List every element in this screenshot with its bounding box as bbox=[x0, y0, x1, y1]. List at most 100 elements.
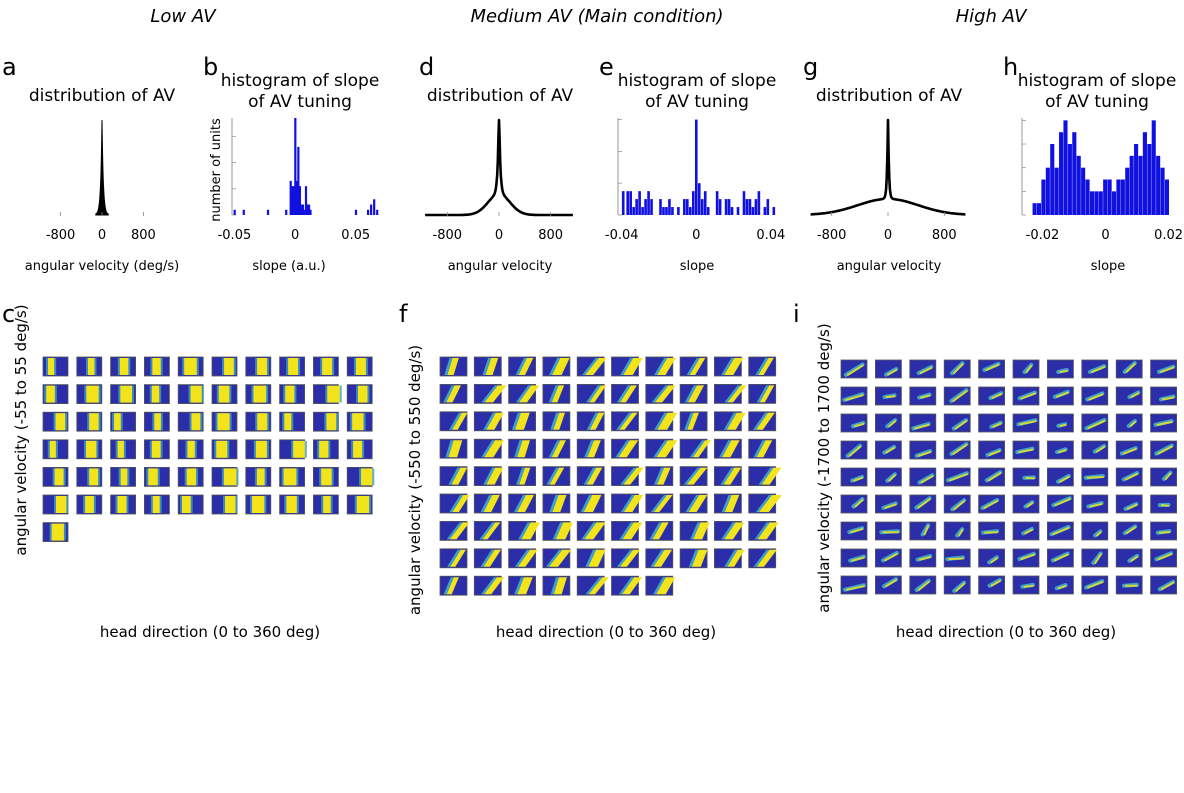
tuning-map bbox=[245, 494, 272, 515]
tuning-band bbox=[548, 549, 572, 567]
tuning-band bbox=[988, 450, 1001, 456]
tuning-map bbox=[312, 466, 339, 487]
histogram-bar bbox=[291, 186, 294, 215]
tuning-map bbox=[1047, 359, 1074, 379]
tuning-map bbox=[875, 494, 902, 514]
tuning-map bbox=[439, 521, 470, 541]
tuning-band bbox=[286, 496, 297, 513]
panel-letter-d: d bbox=[419, 53, 434, 81]
tuning-map bbox=[110, 494, 136, 515]
tuning-map bbox=[875, 521, 902, 541]
tuning-band bbox=[514, 412, 530, 430]
tuning-map bbox=[748, 438, 777, 459]
tuning-band bbox=[652, 522, 669, 540]
tuning-map bbox=[978, 440, 1005, 460]
tuning-band-edge bbox=[518, 522, 531, 540]
tuning-band bbox=[584, 522, 606, 540]
tuning-band bbox=[451, 467, 468, 485]
tuning-map bbox=[542, 575, 571, 596]
panel-letter-a: a bbox=[2, 53, 17, 81]
tuning-band-edge bbox=[619, 522, 634, 540]
tuning-band bbox=[89, 413, 99, 431]
tuning-band bbox=[1130, 392, 1140, 399]
tuning-map bbox=[679, 493, 708, 514]
tuning-map bbox=[143, 356, 170, 377]
histogram-bar bbox=[694, 119, 698, 215]
tuning-band-edge bbox=[654, 412, 668, 430]
histogram-bar bbox=[629, 191, 632, 215]
condition-title-high: High AV bbox=[956, 6, 1029, 27]
tuning-map bbox=[1150, 359, 1177, 379]
histogram-bar bbox=[730, 207, 734, 215]
tuning-band-edge bbox=[448, 467, 461, 485]
tuning-map bbox=[1115, 440, 1143, 460]
tuning-map bbox=[645, 521, 674, 541]
tuning-map bbox=[875, 386, 902, 406]
tuning-band bbox=[120, 468, 128, 486]
histogram-bar bbox=[1032, 203, 1037, 215]
tuning-map bbox=[679, 411, 708, 432]
tuning-band-edge bbox=[514, 440, 523, 458]
tuning-map-background bbox=[875, 467, 902, 487]
tuning-map bbox=[1150, 575, 1177, 595]
tuning-map bbox=[1115, 521, 1143, 541]
tuning-band bbox=[888, 420, 897, 428]
tuning-map bbox=[714, 411, 746, 432]
chart-e: -0.04 0 0.04 bbox=[605, 118, 785, 243]
chart-g-xlabel: angular velocity bbox=[837, 259, 942, 274]
tuning-band bbox=[589, 412, 605, 430]
tuning-map bbox=[840, 494, 868, 514]
tuning-band bbox=[724, 522, 745, 540]
tuning-band bbox=[952, 390, 968, 402]
x-tick-label: 0 bbox=[291, 228, 299, 243]
tuning-map bbox=[439, 411, 468, 432]
tuning-band-edge bbox=[723, 412, 737, 430]
tuning-band-edge bbox=[616, 385, 631, 403]
tuning-map bbox=[177, 494, 204, 515]
histogram-bar bbox=[1054, 167, 1059, 215]
tuning-band-edge bbox=[719, 440, 732, 458]
chart-a-xlabel: angular velocity (deg/s) bbox=[25, 259, 180, 274]
tuning-map bbox=[645, 575, 676, 596]
tuning-map-background bbox=[1047, 413, 1074, 433]
histogram-bar bbox=[635, 199, 638, 215]
histogram-bar bbox=[367, 209, 370, 215]
histogram-bar bbox=[1164, 179, 1170, 215]
tuning-band-edge bbox=[653, 577, 666, 595]
tuning-map bbox=[542, 411, 571, 432]
tuning-map bbox=[439, 383, 468, 404]
tuning-band-edge bbox=[620, 467, 637, 485]
tuning-band bbox=[588, 549, 606, 567]
histogram-bar bbox=[638, 191, 641, 215]
tuning-map bbox=[909, 548, 937, 568]
x-tick-label: -0.04 bbox=[605, 228, 639, 243]
tuning-map bbox=[875, 548, 902, 568]
tuning-band bbox=[755, 412, 775, 430]
histogram-bar bbox=[697, 183, 701, 215]
tuning-band-edge bbox=[616, 549, 634, 567]
tuning-band bbox=[722, 440, 740, 458]
histogram-bar bbox=[706, 207, 710, 215]
histogram-bar bbox=[1142, 132, 1147, 215]
tuning-band bbox=[990, 557, 998, 564]
tuning-map bbox=[909, 575, 937, 595]
tuning-band bbox=[285, 385, 295, 403]
tuning-map bbox=[576, 466, 605, 487]
histogram-bar bbox=[736, 207, 740, 215]
chart-b-title: histogram of slope bbox=[221, 71, 380, 91]
histogram-bar bbox=[303, 209, 306, 215]
tuning-band bbox=[356, 496, 370, 513]
x-tick-label: 0 bbox=[1101, 228, 1109, 243]
tuning-band bbox=[191, 413, 201, 431]
tuning-band bbox=[1089, 502, 1103, 508]
panel-letter-c: c bbox=[2, 300, 15, 328]
tuning-map bbox=[1012, 521, 1040, 541]
tuning-band bbox=[1160, 581, 1175, 591]
tuning-map bbox=[576, 493, 605, 514]
tuning-map-background bbox=[1115, 494, 1143, 514]
tuning-band bbox=[517, 495, 534, 512]
tuning-map bbox=[1115, 359, 1143, 379]
tuning-band bbox=[623, 495, 644, 512]
tuning-map bbox=[42, 439, 69, 460]
tuning-map bbox=[508, 466, 537, 487]
